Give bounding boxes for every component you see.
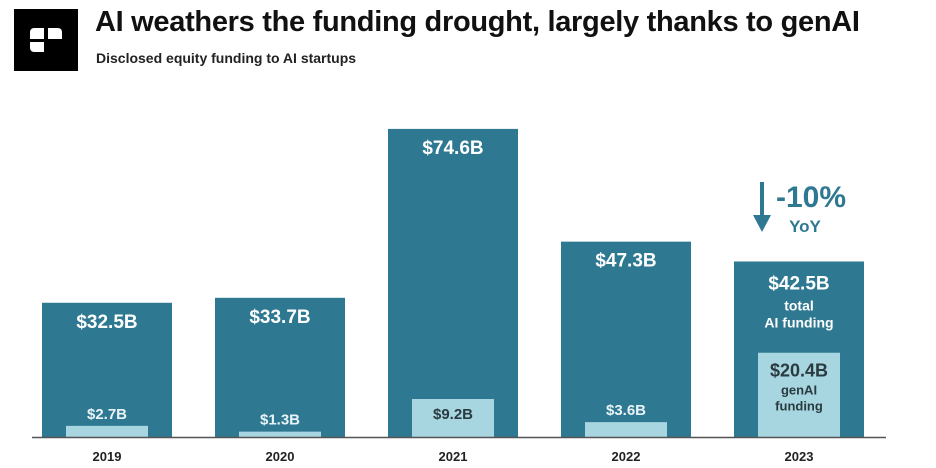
- genai-label-2022: $3.6B: [606, 402, 646, 419]
- x-tick-2023: 2023: [785, 449, 814, 464]
- brand-logo: [14, 9, 78, 71]
- genai-label-2019: $2.7B: [87, 406, 127, 423]
- genai-bar-2022: [585, 422, 667, 437]
- total-label-2022: $47.3B: [595, 251, 656, 272]
- x-tick-2022: 2022: [612, 449, 641, 464]
- logo-mark-icon: [30, 28, 62, 52]
- chart-subtitle: Disclosed equity funding to AI startups: [96, 50, 357, 66]
- total-label-2019: $32.5B: [76, 312, 137, 333]
- genai-note-line-2: funding: [775, 399, 823, 414]
- x-tick-2020: 2020: [266, 449, 295, 464]
- genai-label-2020: $1.3B: [260, 412, 300, 429]
- total-label-2021: $74.6B: [422, 138, 483, 159]
- total-note-line-1: total: [784, 297, 814, 313]
- genai-bar-2023: [758, 352, 840, 437]
- total-bar-2019: [42, 302, 172, 437]
- total-label-2023: $42.5B: [768, 273, 829, 294]
- total-bar-2022: [561, 241, 691, 437]
- total-bar-2021: [388, 128, 518, 438]
- genai-bar-2019: [66, 425, 148, 437]
- genai-label-2023: $20.4B: [770, 361, 828, 381]
- genai-note-line-1: genAI: [781, 383, 817, 398]
- x-tick-2019: 2019: [93, 449, 122, 464]
- total-note-line-2: AI funding: [764, 314, 833, 330]
- genai-label-2021: $9.2B: [433, 406, 473, 423]
- chart-title: AI weathers the funding drought, largely…: [95, 6, 860, 38]
- down-arrow-icon: [753, 215, 771, 232]
- total-label-2020: $33.7B: [249, 307, 310, 328]
- change-unit: YoY: [789, 217, 821, 236]
- total-bar-2020: [215, 297, 345, 437]
- x-tick-2021: 2021: [439, 449, 468, 464]
- genai-bar-2020: [239, 431, 321, 437]
- genai-bar-2021: [412, 399, 494, 437]
- change-percent: -10%: [776, 181, 846, 214]
